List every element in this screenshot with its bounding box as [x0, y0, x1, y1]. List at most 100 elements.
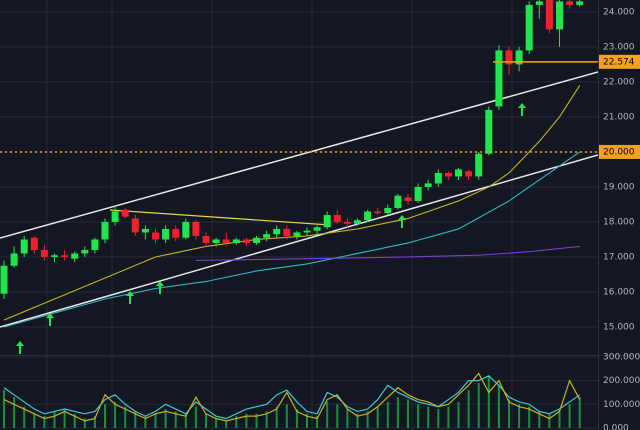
candle-body — [374, 211, 382, 214]
candle-body — [101, 221, 109, 240]
candle-body — [545, 0, 553, 30]
price-label-box — [599, 144, 640, 159]
vertical-grid — [46, 0, 513, 430]
candle-body — [91, 239, 99, 250]
price-pane — [0, 0, 598, 328]
indicator-bar — [215, 418, 218, 428]
candle-body — [404, 197, 412, 201]
candle-body — [313, 227, 321, 231]
indicator-bar — [578, 397, 581, 428]
candle-body — [576, 1, 584, 5]
candle-body — [182, 221, 190, 238]
candle-body — [465, 171, 473, 177]
indicator-bar — [336, 404, 339, 428]
signal-arrows — [16, 103, 526, 354]
indicator-bar — [295, 409, 298, 428]
candle-body — [111, 211, 119, 222]
indicator-bar — [316, 416, 319, 428]
indicator-bar — [467, 390, 470, 428]
y-tick-label: 18.000 — [603, 217, 635, 227]
indicator-bar — [194, 406, 197, 428]
indicator-tick-label: 0.000 — [603, 424, 629, 430]
moving-average — [3, 151, 581, 328]
indicator-bar — [33, 413, 36, 428]
y-tick-label: 17.000 — [603, 252, 635, 262]
indicator-tick-label: 200.000 — [603, 376, 640, 386]
indicator-bar — [558, 409, 561, 428]
moving-average — [195, 245, 580, 262]
candle-body — [232, 239, 240, 243]
indicator-bar — [63, 409, 66, 428]
indicator-bar — [487, 375, 490, 428]
indicator-bar — [93, 416, 96, 428]
signal-arrow — [16, 341, 24, 354]
candle-body — [566, 1, 574, 5]
signal-arrow — [518, 103, 526, 116]
indicator-bar — [346, 409, 349, 428]
indicator-pane — [3, 372, 581, 428]
y-tick-label: 24.000 — [603, 7, 635, 17]
candle-body — [525, 4, 533, 51]
candle-body — [424, 183, 432, 187]
indicator-bar — [43, 416, 46, 428]
price-label-box — [599, 54, 640, 69]
y-tick-label: 15.000 — [603, 322, 635, 332]
indicator-bar — [275, 406, 278, 428]
indicator-bar — [417, 404, 420, 428]
candle-body — [51, 255, 58, 257]
signal-arrow — [398, 215, 406, 228]
indicator-bar — [457, 401, 460, 428]
candle-body — [303, 230, 311, 233]
price-label: 22.574 — [603, 57, 635, 67]
candle-body — [152, 232, 159, 240]
indicator-bar — [538, 411, 541, 428]
candle-body — [212, 239, 220, 243]
indicator-bar — [235, 416, 238, 428]
indicator-bar — [154, 413, 157, 428]
indicator-bar — [164, 409, 167, 428]
candle-body — [535, 1, 543, 5]
indicator-bar — [225, 420, 228, 428]
indicator-bar — [376, 406, 379, 428]
triangle-line — [109, 209, 331, 226]
candle-body — [444, 172, 452, 177]
indicator-bar — [447, 406, 450, 428]
indicator-bar — [23, 406, 26, 428]
indicator-bar — [518, 404, 521, 428]
indicator-bar — [285, 404, 288, 428]
candle-body — [354, 220, 361, 224]
candle-body — [283, 228, 291, 236]
y-tick-label: 16.000 — [603, 287, 635, 297]
candle-body — [556, 1, 563, 30]
candle-body — [222, 239, 230, 243]
indicator-bar — [427, 406, 430, 428]
candle-body — [333, 214, 341, 222]
candle-body — [394, 195, 402, 208]
candle-body — [384, 207, 392, 214]
y-tick-label: 19.000 — [603, 182, 635, 192]
candle-body — [0, 265, 8, 294]
price-label: 20.000 — [603, 147, 635, 157]
candle-body — [20, 239, 28, 254]
candle-body — [364, 211, 372, 221]
candle-body — [485, 109, 493, 154]
candle-body — [323, 214, 331, 228]
candle-body — [434, 172, 442, 184]
indicator-bar — [568, 404, 571, 428]
indicator-bar — [366, 411, 369, 428]
indicator-bar — [356, 413, 359, 428]
candle-body — [162, 228, 170, 240]
indicator-bar — [3, 390, 5, 428]
indicator-bar — [548, 413, 551, 428]
candle-body — [263, 234, 271, 238]
indicator-bar — [477, 382, 480, 428]
indicator-bar — [265, 411, 268, 428]
indicator-bar — [508, 399, 510, 428]
candle-body — [202, 235, 210, 243]
indicator-bar — [174, 411, 177, 428]
indicator-tick-label: 300.000 — [603, 352, 640, 362]
indicator-bar — [528, 406, 531, 428]
indicator-bar — [53, 411, 56, 428]
